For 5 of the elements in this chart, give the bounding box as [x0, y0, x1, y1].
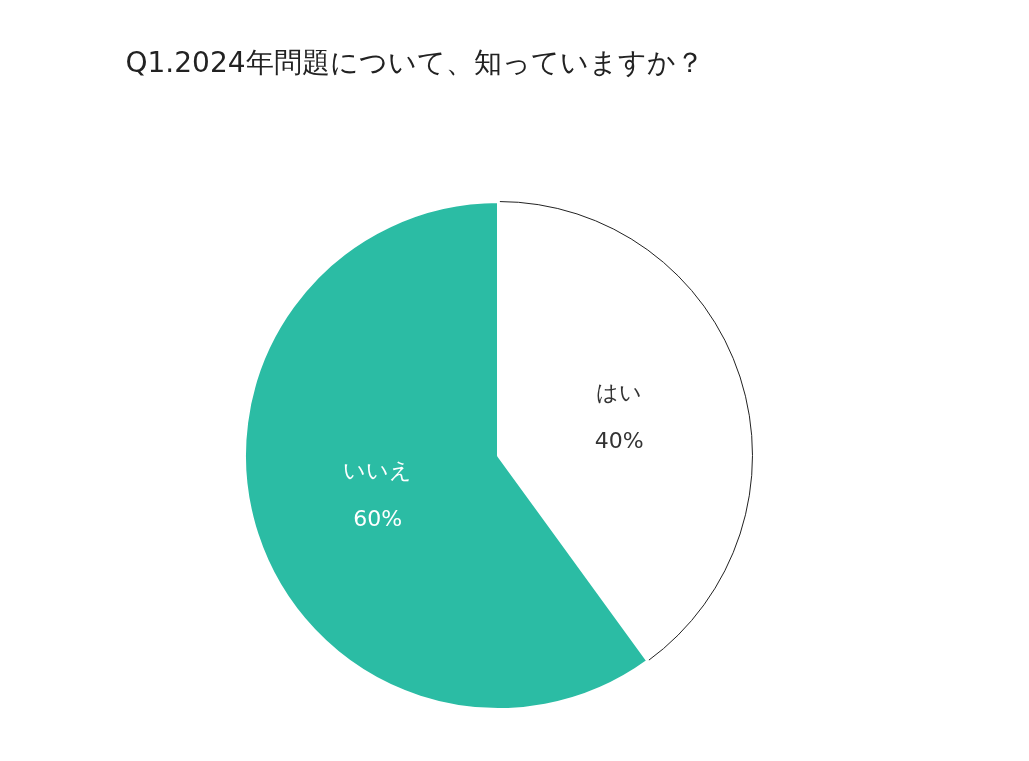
- data-label: 40%: [594, 427, 644, 453]
- slice-label: はい: [596, 379, 643, 405]
- slice-label: いいえ: [343, 458, 413, 484]
- chart-title: Q1.2024年問題について、知っていますか？: [125, 46, 704, 79]
- data-label: 60%: [353, 506, 403, 532]
